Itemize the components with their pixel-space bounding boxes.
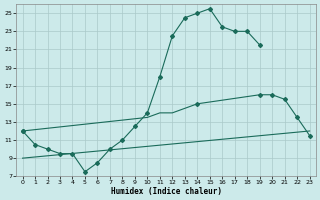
X-axis label: Humidex (Indice chaleur): Humidex (Indice chaleur): [111, 187, 221, 196]
